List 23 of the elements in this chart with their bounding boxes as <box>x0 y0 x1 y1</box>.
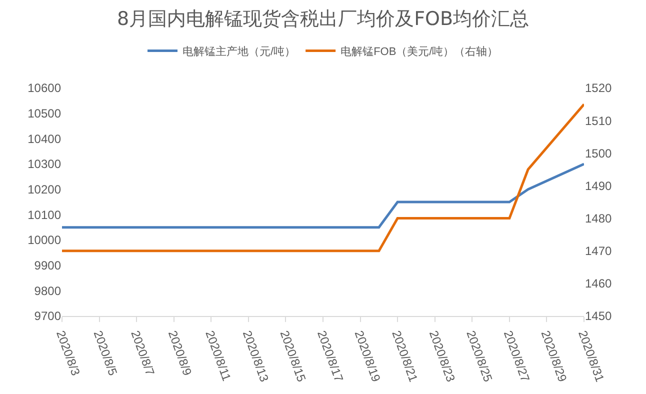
y-tick-label: 10200 <box>28 182 62 197</box>
y-tick-label: 9700 <box>34 309 62 324</box>
y-tick-label: 9900 <box>34 258 62 273</box>
y-tick-label: 10500 <box>28 106 62 121</box>
y-tick-label: 10300 <box>28 157 62 172</box>
y2-tick-label: 1480 <box>585 211 612 226</box>
y-tick-label: 9800 <box>34 284 62 298</box>
line-series <box>62 103 584 252</box>
y2-tick-label: 1520 <box>585 81 612 96</box>
y2-tick-label: 1490 <box>585 178 612 193</box>
y-tick-label: 10100 <box>28 208 62 222</box>
line-series <box>62 162 584 229</box>
y-tick-label: 10600 <box>28 81 62 96</box>
y-tick-label: 10400 <box>28 132 62 146</box>
y2-tick-label: 1470 <box>585 244 612 258</box>
y2-tick-label: 1500 <box>585 146 612 160</box>
y-tick-label: 10000 <box>28 233 62 248</box>
legend-label: 电解锰主产地（元/吨） <box>182 44 296 58</box>
y2-tick-label: 1510 <box>585 114 612 128</box>
y2-tick-label: 1450 <box>585 309 612 324</box>
legend-label: 电解锰FOB（美元/吨）（右轴） <box>340 44 498 58</box>
y2-tick-label: 1460 <box>585 276 612 291</box>
chart-title: 8月国内电解锰现货含税出厂均价及FOB均价汇总 <box>116 8 530 30</box>
